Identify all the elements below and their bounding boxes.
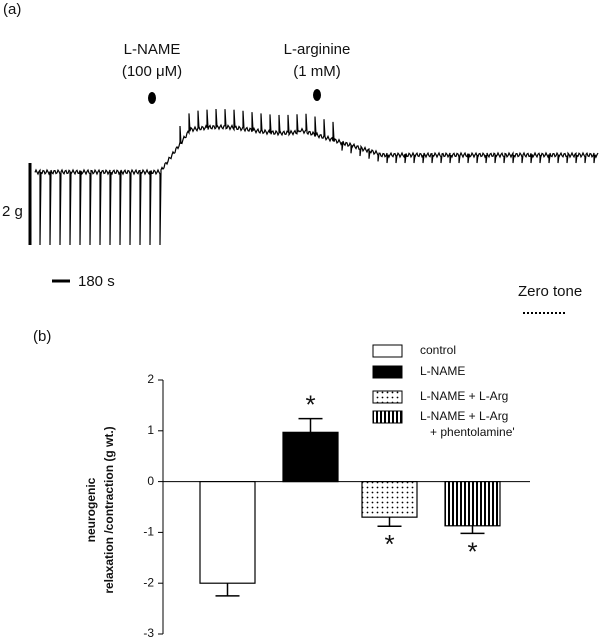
- bar: [361, 481, 418, 518]
- legend-label: L-NAME: [420, 364, 465, 378]
- significance-mark: *: [305, 389, 315, 419]
- legend-label: control: [420, 343, 456, 357]
- legend-swatch: [372, 365, 403, 379]
- bar-panel: (b) neurogenic relaxation /contraction (…: [33, 328, 530, 640]
- annotation: L-arginine: [284, 41, 351, 58]
- annotation: (100 μM): [122, 63, 182, 80]
- y-tick-label: 1: [147, 423, 154, 437]
- trace-panel: (a) L-NAME (100 μM) L-arginine (1 mM) 2 …: [2, 1, 599, 314]
- significance-mark: *: [384, 529, 394, 559]
- y-tick-label: -1: [143, 525, 154, 539]
- y-tick-label: 2: [147, 372, 154, 386]
- bar: [199, 481, 256, 584]
- significance-mark: *: [467, 536, 477, 566]
- y-axis-label: relaxation /contraction (g wt.): [102, 426, 116, 593]
- legend-label: + phentolamine': [430, 425, 515, 439]
- zero-label: Zero tone: [518, 283, 582, 300]
- legend-label: L-NAME + L-Arg: [420, 409, 508, 423]
- legend-swatch: [372, 390, 403, 404]
- y-tick-label: -3: [143, 626, 154, 640]
- annotation: (1 mM): [293, 63, 341, 80]
- scale-label: 180 s: [78, 273, 115, 290]
- bar: [282, 431, 339, 483]
- annotation: L-NAME: [124, 41, 181, 58]
- legend-swatch: [372, 410, 403, 424]
- marker-dot: [148, 92, 156, 104]
- legend-label: L-NAME + L-Arg: [420, 389, 508, 403]
- scale-label: 2 g: [2, 203, 23, 220]
- panel-label: (a): [3, 1, 21, 18]
- panel-label: (b): [33, 328, 51, 345]
- y-tick-label: 0: [147, 474, 154, 488]
- legend-swatch: [372, 344, 403, 358]
- trace: [34, 109, 599, 246]
- y-axis-label: neurogenic: [84, 477, 98, 542]
- bar: [444, 481, 501, 527]
- marker-dot: [313, 89, 321, 101]
- y-tick-label: -2: [143, 575, 154, 589]
